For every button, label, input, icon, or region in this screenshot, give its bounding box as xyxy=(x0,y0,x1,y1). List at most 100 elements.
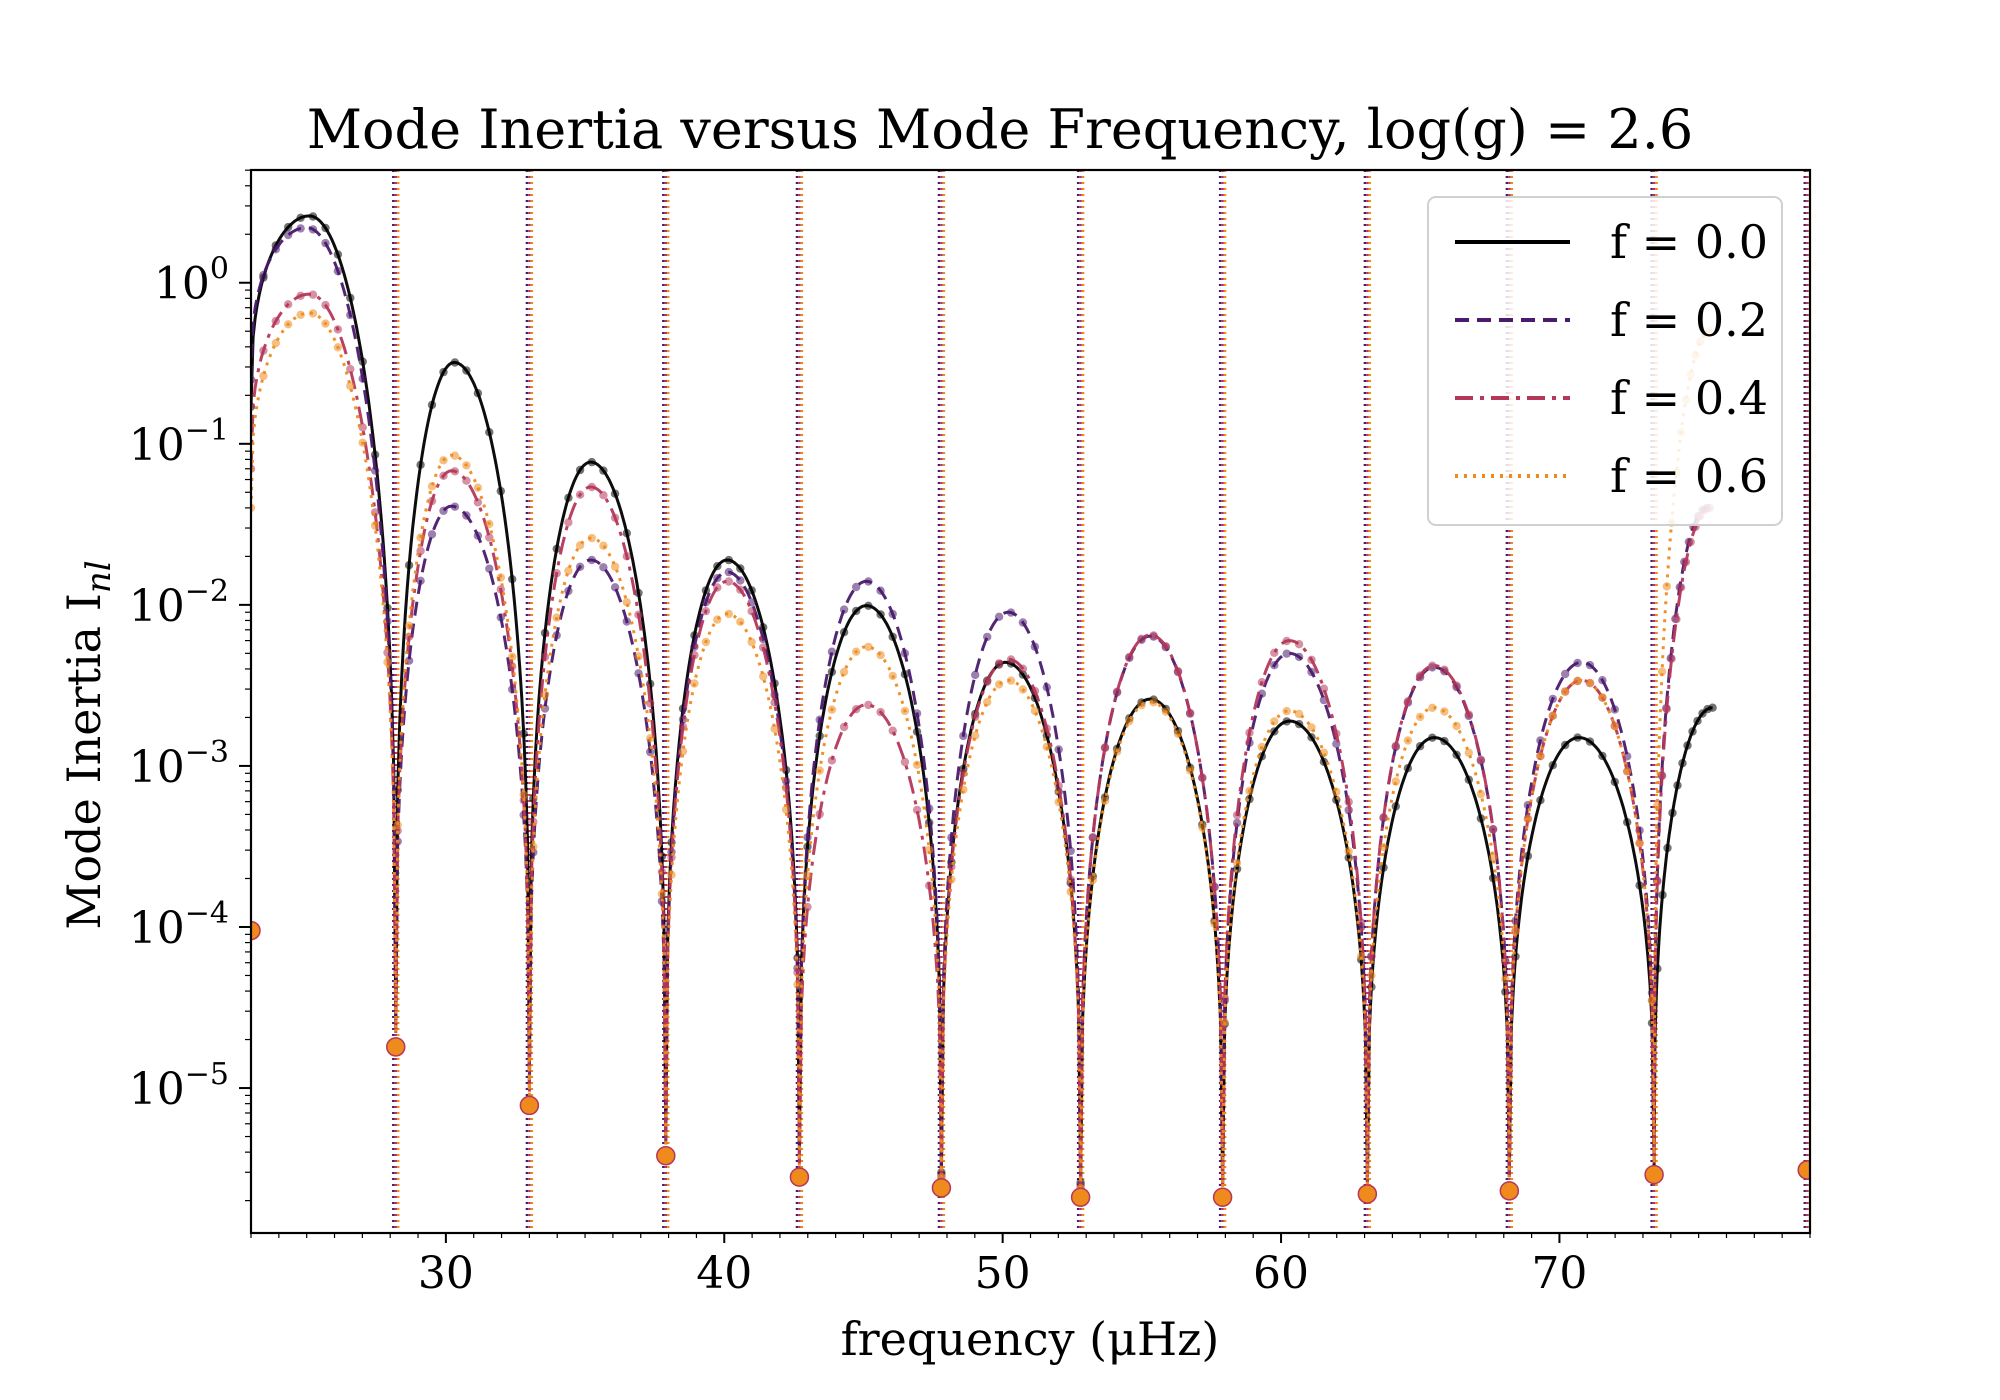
series-point xyxy=(485,533,494,542)
series-point xyxy=(815,715,824,724)
series-point xyxy=(473,531,483,540)
series-point xyxy=(888,726,897,735)
series-point xyxy=(496,486,505,496)
series-point xyxy=(284,222,293,232)
series-point xyxy=(947,875,956,884)
series-point xyxy=(1391,777,1401,786)
series-point xyxy=(1440,707,1449,716)
min-marker-12 xyxy=(1797,1160,1810,1180)
series-point xyxy=(439,506,448,515)
series-point xyxy=(259,371,268,381)
y-tick-label: 10−2 xyxy=(129,574,229,632)
plot-area xyxy=(251,170,1810,1233)
series-point xyxy=(1307,723,1316,732)
series-point xyxy=(793,980,802,989)
series-point xyxy=(564,586,573,596)
series-point xyxy=(1232,858,1242,868)
series-point xyxy=(1161,642,1171,651)
series-point xyxy=(296,213,305,222)
series-point xyxy=(575,541,585,550)
series-point xyxy=(713,583,722,592)
series-point xyxy=(1452,750,1461,759)
series-point xyxy=(462,511,471,520)
series-point xyxy=(803,833,812,842)
series-point xyxy=(1610,705,1620,714)
min-marker-9 xyxy=(1357,1184,1378,1204)
series-point xyxy=(1319,757,1329,766)
series-point xyxy=(1548,694,1558,704)
series-point xyxy=(1210,919,1219,928)
series-point xyxy=(1668,808,1677,818)
series-point xyxy=(1653,801,1662,810)
series-markers xyxy=(251,309,1715,1193)
series-point xyxy=(994,659,1004,668)
series-point xyxy=(736,576,745,585)
series-point xyxy=(599,563,608,572)
min-marker-1 xyxy=(251,920,261,941)
series-point xyxy=(1294,640,1304,649)
legend-label-2: f = 0.2 xyxy=(1610,293,1768,347)
series-point xyxy=(1018,664,1028,673)
series-point xyxy=(321,319,330,328)
series-point xyxy=(815,766,824,775)
series-point xyxy=(713,615,722,624)
series-point xyxy=(610,583,620,592)
series-point xyxy=(1319,748,1329,757)
series-point xyxy=(1488,824,1498,834)
series-point xyxy=(713,574,722,583)
series-point xyxy=(346,381,355,391)
min-marker-2 xyxy=(386,1037,406,1057)
series-point xyxy=(1440,736,1449,746)
series-point xyxy=(1307,667,1316,677)
series-point xyxy=(1220,1018,1229,1027)
series-point xyxy=(346,364,355,374)
series-point xyxy=(1676,583,1686,592)
series-point xyxy=(1054,745,1063,754)
series-point xyxy=(1344,847,1353,856)
y-tick-label: 100 xyxy=(154,252,229,310)
series-point xyxy=(599,541,608,550)
series-point xyxy=(552,569,561,578)
series-point xyxy=(827,647,837,656)
series-point xyxy=(1100,743,1110,752)
series-point xyxy=(1198,823,1207,832)
series-point xyxy=(599,466,608,475)
series-point xyxy=(370,466,380,475)
series-point xyxy=(1030,706,1040,716)
series-point xyxy=(1344,797,1353,807)
series-point xyxy=(1367,971,1376,980)
series-point xyxy=(439,471,448,480)
series-point xyxy=(450,358,460,367)
y-tick-base: 10 xyxy=(129,581,185,632)
series-point xyxy=(1573,733,1582,742)
series-point xyxy=(1112,747,1122,756)
series-point xyxy=(383,658,392,667)
series-point xyxy=(1149,698,1158,707)
series-point xyxy=(912,760,922,769)
series-point xyxy=(1332,729,1341,738)
series-point xyxy=(485,428,494,437)
series-point xyxy=(925,881,934,890)
series-point xyxy=(321,238,330,248)
series-point xyxy=(284,230,293,240)
y-tick-exponent: −5 xyxy=(185,1057,229,1092)
series-point xyxy=(1088,833,1098,842)
series-point xyxy=(912,727,922,736)
series-point xyxy=(1610,721,1620,731)
series-point xyxy=(1635,881,1644,890)
series-point xyxy=(271,338,280,348)
series-point xyxy=(1006,608,1016,617)
series-point xyxy=(1232,810,1242,820)
series-point xyxy=(1667,654,1676,663)
y-tick-base: 10 xyxy=(154,259,210,310)
series-point xyxy=(383,648,392,657)
x-tick-label: 60 xyxy=(1253,1248,1309,1299)
series-point xyxy=(1125,652,1134,662)
series-point xyxy=(587,533,596,543)
series-point xyxy=(1042,724,1052,733)
min-marker-6 xyxy=(931,1178,952,1198)
series-point xyxy=(462,461,471,470)
min-marker-4 xyxy=(656,1145,676,1166)
series-point xyxy=(496,573,505,582)
series-point xyxy=(496,585,505,594)
